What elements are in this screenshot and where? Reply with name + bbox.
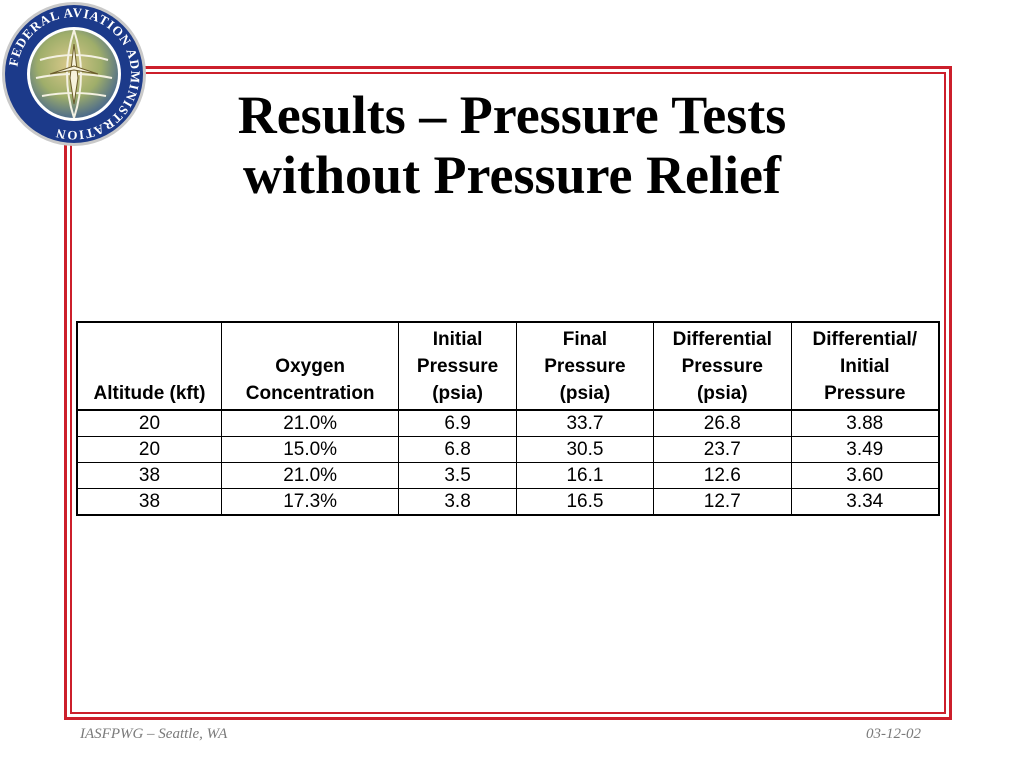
footer-event: IASFPWG – Seattle, WA xyxy=(80,726,228,742)
header-initial-pressure: Initial Pressure (psia) xyxy=(399,323,517,411)
table-cell-ratio: 3.88 xyxy=(791,411,938,437)
slide-frame-inner xyxy=(70,72,946,714)
header-line: (psia) xyxy=(432,383,483,404)
header-line: Final xyxy=(562,329,608,350)
header-line: Initial xyxy=(432,329,483,350)
table-cell-final-pressure: 16.1 xyxy=(516,463,655,489)
header-oxygen-concentration: Oxygen Concentration xyxy=(221,323,400,411)
table-row: 38 21.0% 3.5 16.1 12.6 3.60 xyxy=(78,463,938,489)
table-cell-oxygen: 21.0% xyxy=(221,411,400,437)
table-cell-ratio: 3.34 xyxy=(846,491,884,512)
page-title: Results – Pressure Tests without Pressur… xyxy=(120,85,904,205)
header-altitude: Altitude (kft) xyxy=(78,323,222,411)
footer-date: 03-12-02 xyxy=(866,726,921,742)
table-cell-initial-pressure: 3.5 xyxy=(399,463,517,489)
table-header-row: Altitude (kft) Oxygen Concentration Init… xyxy=(78,323,938,411)
header-differential-initial-ratio: Differential/ Initial Pressure xyxy=(791,323,938,411)
header-differential-pressure: Differential Pressure (psia) xyxy=(654,323,792,411)
header-line: Pressure xyxy=(681,356,763,377)
table-cell-oxygen: 21.0% xyxy=(221,463,400,489)
header-line: Altitude (kft) xyxy=(93,383,206,404)
page-title-line-2: without Pressure Relief xyxy=(243,145,781,205)
header-final-pressure: Final Pressure (psia) xyxy=(516,323,655,411)
table-cell-ratio: 3.49 xyxy=(791,437,938,463)
header-line: Differential/ xyxy=(812,329,918,350)
header-line: Pressure xyxy=(416,356,499,377)
table-cell-oxygen: 17.3% xyxy=(222,489,400,514)
table-cell-differential-pressure: 12.6 xyxy=(654,463,792,489)
header-line: Differential xyxy=(672,329,772,350)
header-line: Pressure xyxy=(824,383,906,404)
header-line: Oxygen xyxy=(275,356,345,377)
table-cell-altitude: 20 xyxy=(78,437,222,463)
table-cell-oxygen: 15.0% xyxy=(221,437,400,463)
table-row: 20 15.0% 6.8 30.5 23.7 3.49 xyxy=(78,437,938,463)
table-cell-ratio: 3.60 xyxy=(791,463,938,489)
table-cell-initial-pressure: 6.9 xyxy=(399,411,517,437)
table-cell-altitude: 38 xyxy=(78,463,222,489)
header-line: (psia) xyxy=(559,383,611,404)
header-line: Concentration xyxy=(245,383,375,404)
table-row: 38 17.3% 3.8 16.5 12.7 3.34 xyxy=(78,489,938,514)
table-cell-differential-pressure: 26.8 xyxy=(654,411,792,437)
table-cell-differential-pressure: 12.7 xyxy=(654,489,792,514)
table-cell-initial-pressure: 6.8 xyxy=(399,437,517,463)
table-cell-altitude: 38 xyxy=(78,489,222,514)
header-line: Initial xyxy=(839,356,890,377)
header-line: (psia) xyxy=(696,383,748,404)
table-cell-final-pressure: 30.5 xyxy=(516,437,655,463)
faa-seal-icon: FEDERAL AVIATION ADMINISTRATION xyxy=(2,2,146,146)
page-title-line-1: Results – Pressure Tests xyxy=(237,85,787,145)
header-line: Pressure xyxy=(544,356,626,377)
table-cell-altitude: 20 xyxy=(78,411,222,437)
table-cell-differential-pressure: 23.7 xyxy=(654,437,792,463)
table-cell-initial-pressure: 3.8 xyxy=(399,489,517,514)
table-cell-final-pressure: 33.7 xyxy=(516,411,655,437)
results-table: Altitude (kft) Oxygen Concentration Init… xyxy=(76,321,940,516)
table-row: 20 21.0% 6.9 33.7 26.8 3.88 xyxy=(78,411,938,437)
table-cell-final-pressure: 16.5 xyxy=(517,489,655,514)
slide-frame-outer xyxy=(64,66,952,720)
